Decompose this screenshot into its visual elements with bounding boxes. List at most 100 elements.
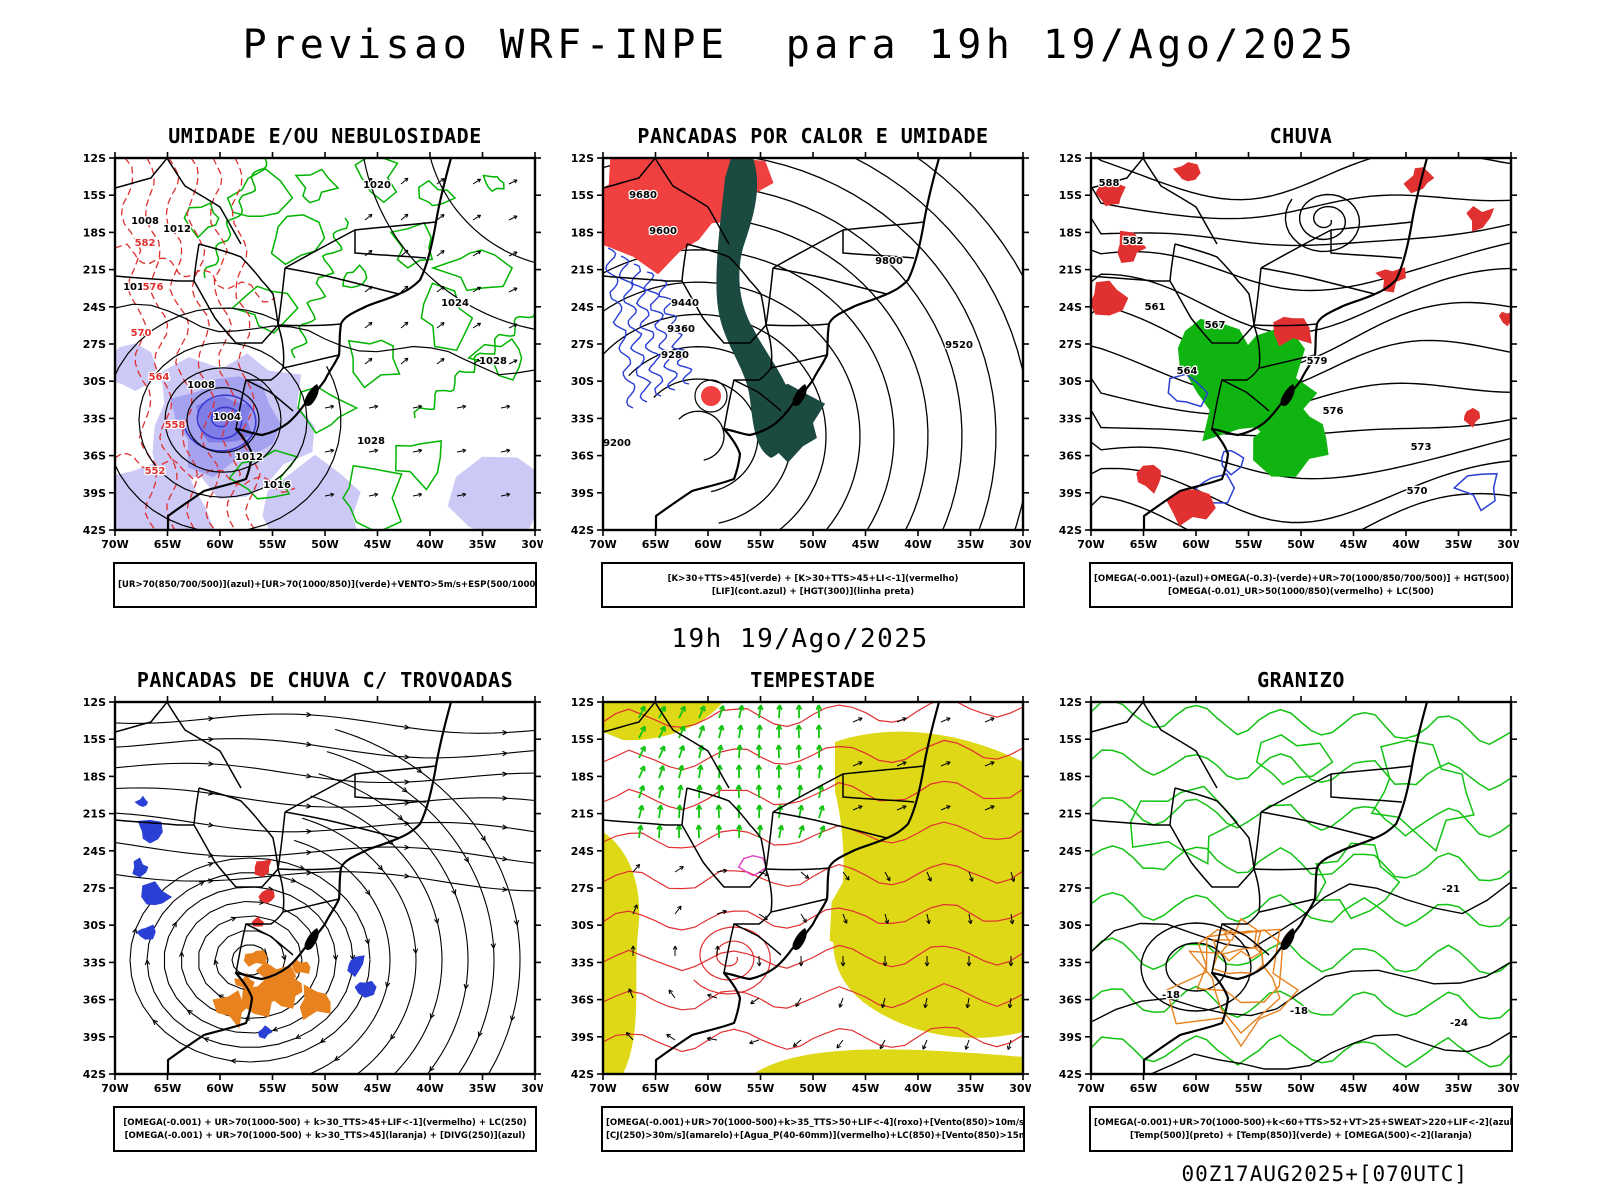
svg-text:9680: 9680 xyxy=(629,190,657,201)
svg-text:42S: 42S xyxy=(571,1068,594,1081)
svg-text:33S: 33S xyxy=(83,412,106,425)
svg-text:582: 582 xyxy=(1123,236,1144,247)
lagoon-shape xyxy=(792,928,807,951)
svg-text:-24: -24 xyxy=(1450,1018,1468,1029)
svg-text:567: 567 xyxy=(1205,320,1226,331)
svg-text:70W: 70W xyxy=(589,538,616,551)
svg-text:12S: 12S xyxy=(571,152,594,165)
svg-text:561: 561 xyxy=(1145,302,1166,313)
svg-text:21S: 21S xyxy=(571,808,594,821)
svg-text:40W: 40W xyxy=(1392,1082,1419,1095)
svg-text:55W: 55W xyxy=(259,1082,286,1095)
svg-text:9520: 9520 xyxy=(945,340,973,351)
svg-text:50W: 50W xyxy=(799,538,826,551)
svg-text:39S: 39S xyxy=(571,487,594,500)
map-panel-tempestade: TEMPESTADE 12S 15S 18S 21S 24S 27S 30S 33S 36S 39… xyxy=(569,668,1031,1152)
lagoon-shape xyxy=(304,928,319,951)
svg-text:15S: 15S xyxy=(571,733,594,746)
svg-text:42S: 42S xyxy=(1059,1068,1082,1081)
svg-text:36S: 36S xyxy=(571,450,594,463)
panel-title: PANCADAS POR CALOR E UMIDADE xyxy=(637,124,989,148)
svg-text:65W: 65W xyxy=(154,1082,181,1095)
svg-text:33S: 33S xyxy=(1059,956,1082,969)
svg-text:9280: 9280 xyxy=(661,350,689,361)
svg-text:1004: 1004 xyxy=(213,412,241,423)
map-panel-umidade: UMIDADE E/OU NEBULOSIDADE 1008 1012 1016 10… xyxy=(81,124,543,608)
svg-text:30S: 30S xyxy=(83,375,106,388)
svg-text:36S: 36S xyxy=(1059,450,1082,463)
svg-text:39S: 39S xyxy=(571,1031,594,1044)
svg-text:9600: 9600 xyxy=(649,226,677,237)
legend-text: [OMEGA(-0.001) + UR>70(1000-500) + k>30_… xyxy=(124,1130,526,1141)
tick-marks xyxy=(109,152,541,536)
svg-text:18S: 18S xyxy=(571,226,594,239)
contour-labels: 588 582 567 561 564 579 576 573 570 xyxy=(1097,177,1432,499)
legend-box: [OMEGA(-0.001)+UR>70(1000-500)+k>35_TTS>… xyxy=(601,1106,1025,1152)
svg-text:33S: 33S xyxy=(571,956,594,969)
svg-text:1016: 1016 xyxy=(123,282,151,293)
svg-text:55W: 55W xyxy=(747,1082,774,1095)
svg-text:27S: 27S xyxy=(571,882,594,895)
svg-text:15S: 15S xyxy=(83,189,106,202)
svg-text:45W: 45W xyxy=(364,1082,391,1095)
border-layer xyxy=(1091,158,1413,430)
svg-text:24S: 24S xyxy=(571,845,594,858)
svg-text:65W: 65W xyxy=(1130,1082,1157,1095)
svg-text:1012: 1012 xyxy=(235,452,263,463)
svg-text:30W: 30W xyxy=(1009,1082,1031,1095)
panel-title: TEMPESTADE xyxy=(750,668,876,692)
svg-text:70W: 70W xyxy=(101,1082,128,1095)
border-layer xyxy=(115,158,437,430)
tick-marks xyxy=(1085,696,1517,1080)
svg-text:552: 552 xyxy=(145,466,166,477)
svg-text:15S: 15S xyxy=(83,733,106,746)
border-layer xyxy=(115,702,437,974)
svg-text:70W: 70W xyxy=(1077,538,1104,551)
legend-box: [UR>70(850/700/500)](azul)+[UR>70(1000/8… xyxy=(113,562,537,608)
border-layer xyxy=(1091,702,1413,974)
svg-text:33S: 33S xyxy=(1059,412,1082,425)
lagoon-shape xyxy=(1280,928,1295,951)
svg-text:50W: 50W xyxy=(311,1082,338,1095)
svg-text:50W: 50W xyxy=(799,1082,826,1095)
svg-text:30S: 30S xyxy=(571,375,594,388)
svg-text:60W: 60W xyxy=(206,1082,233,1095)
svg-text:65W: 65W xyxy=(642,538,669,551)
svg-text:30S: 30S xyxy=(571,919,594,932)
svg-text:15S: 15S xyxy=(1059,733,1082,746)
svg-text:24S: 24S xyxy=(83,845,106,858)
svg-text:1020: 1020 xyxy=(363,180,391,191)
svg-text:30W: 30W xyxy=(521,538,543,551)
svg-text:27S: 27S xyxy=(83,338,106,351)
svg-text:570: 570 xyxy=(1407,486,1428,497)
legend-text: [OMEGA(-0.001)+UR>70(1000-500)+k>35_TTS>… xyxy=(606,1117,1025,1128)
svg-text:40W: 40W xyxy=(904,538,931,551)
svg-text:50W: 50W xyxy=(311,538,338,551)
coastline-layer xyxy=(1142,702,1429,1074)
svg-text:30S: 30S xyxy=(1059,919,1082,932)
svg-text:45W: 45W xyxy=(1340,538,1367,551)
legend-box: [K>30+TTS>45](verde) + [K>30+TTS>45+LI<-… xyxy=(601,562,1025,608)
legend-text: [LIF](cont.azul) + [HGT(300)](linha pret… xyxy=(711,586,915,597)
weather-map-granizo: -18 -18 -21 -24 12S 15S 18S 21S 24S 27S 30S 33S 36S… xyxy=(1059,696,1519,1095)
border-layer xyxy=(603,158,925,430)
svg-text:12S: 12S xyxy=(83,152,106,165)
weather-map-chuva: 588 582 567 561 564 579 576 573 570 12S 15S 18S 21S… xyxy=(1059,152,1519,551)
svg-text:65W: 65W xyxy=(642,1082,669,1095)
legend-box: [OMEGA(-0.001) + UR>70(1000-500) + k>30_… xyxy=(113,1106,537,1152)
svg-text:50W: 50W xyxy=(1287,1082,1314,1095)
svg-text:15S: 15S xyxy=(1059,189,1082,202)
svg-text:35W: 35W xyxy=(957,538,984,551)
svg-text:40W: 40W xyxy=(1392,538,1419,551)
svg-text:40W: 40W xyxy=(416,1082,443,1095)
svg-text:39S: 39S xyxy=(1059,1031,1082,1044)
svg-text:30W: 30W xyxy=(521,1082,543,1095)
lagoon-shape xyxy=(792,384,807,407)
svg-text:24S: 24S xyxy=(83,301,106,314)
svg-text:39S: 39S xyxy=(83,487,106,500)
map-panel-trovoadas: PANCADAS DE CHUVA C/ TROVOADAS 12S 15S 18S… xyxy=(81,668,543,1152)
